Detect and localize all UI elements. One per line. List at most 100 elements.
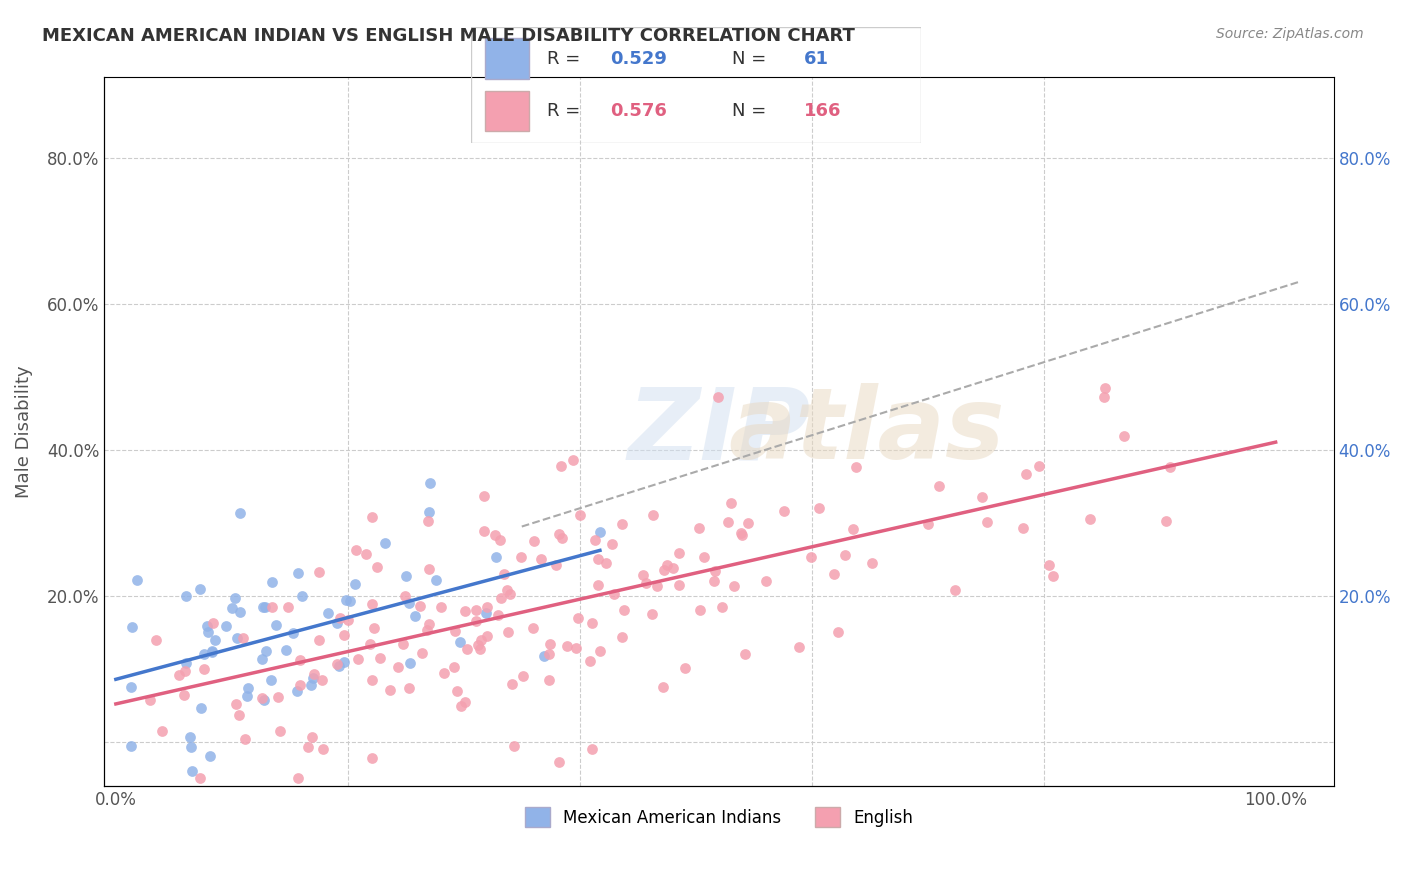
Point bbox=[970, 490, 993, 504]
Point bbox=[228, 708, 250, 723]
Point bbox=[477, 599, 499, 614]
Point bbox=[731, 528, 754, 542]
Point bbox=[399, 656, 422, 670]
Point bbox=[533, 649, 555, 664]
Point bbox=[544, 558, 567, 572]
Point bbox=[290, 678, 312, 692]
Point bbox=[845, 459, 868, 474]
Point bbox=[583, 533, 606, 547]
Point bbox=[361, 751, 384, 765]
FancyBboxPatch shape bbox=[485, 38, 530, 79]
Point bbox=[723, 579, 745, 593]
Point bbox=[332, 656, 354, 670]
Point bbox=[250, 652, 273, 666]
Point bbox=[654, 563, 676, 577]
Point bbox=[430, 599, 453, 614]
Point bbox=[586, 552, 609, 566]
Point bbox=[494, 567, 516, 582]
Point bbox=[214, 619, 236, 633]
Point bbox=[567, 611, 589, 625]
Point bbox=[301, 730, 323, 744]
Point bbox=[636, 576, 658, 591]
Text: N =: N = bbox=[733, 50, 772, 68]
Point bbox=[174, 656, 197, 670]
Text: R =: R = bbox=[547, 50, 586, 68]
Point bbox=[841, 522, 863, 536]
Point bbox=[538, 637, 561, 651]
Point bbox=[193, 647, 215, 661]
Point bbox=[689, 603, 711, 617]
Point bbox=[491, 591, 513, 605]
Point bbox=[363, 621, 385, 635]
Point bbox=[772, 504, 794, 518]
Point bbox=[641, 508, 664, 522]
Point bbox=[236, 689, 259, 703]
Point bbox=[465, 603, 488, 617]
Text: 0.576: 0.576 bbox=[610, 103, 668, 120]
Point bbox=[470, 632, 492, 647]
Point bbox=[472, 524, 495, 538]
Point bbox=[228, 506, 250, 520]
Text: Source: ZipAtlas.com: Source: ZipAtlas.com bbox=[1216, 27, 1364, 41]
Point bbox=[152, 724, 174, 739]
Point bbox=[366, 559, 388, 574]
Point bbox=[703, 564, 725, 578]
Point bbox=[188, 772, 211, 786]
Point bbox=[477, 629, 499, 643]
Point bbox=[378, 682, 401, 697]
Point bbox=[264, 618, 287, 632]
Point bbox=[311, 673, 333, 687]
Point bbox=[416, 623, 439, 637]
Point bbox=[233, 731, 256, 746]
Point bbox=[673, 661, 696, 675]
Point bbox=[269, 723, 291, 738]
Point bbox=[302, 666, 325, 681]
Point bbox=[198, 749, 221, 764]
Point bbox=[180, 739, 202, 754]
Text: R =: R = bbox=[547, 103, 586, 120]
Point bbox=[787, 640, 810, 654]
Point bbox=[277, 599, 299, 614]
Point bbox=[188, 582, 211, 596]
Point bbox=[976, 515, 998, 529]
Point bbox=[610, 630, 633, 644]
Point bbox=[221, 601, 243, 615]
Point bbox=[329, 611, 352, 625]
Point bbox=[425, 574, 447, 588]
Point bbox=[173, 688, 195, 702]
FancyBboxPatch shape bbox=[485, 91, 530, 131]
Point bbox=[467, 639, 489, 653]
Point bbox=[368, 650, 391, 665]
Point bbox=[418, 562, 440, 576]
Point bbox=[928, 479, 950, 493]
Point bbox=[734, 647, 756, 661]
Point bbox=[346, 652, 368, 666]
Point bbox=[308, 632, 330, 647]
Point bbox=[326, 657, 349, 672]
Point bbox=[446, 684, 468, 698]
Point bbox=[501, 677, 523, 691]
Point bbox=[662, 561, 685, 575]
Point bbox=[1159, 460, 1181, 475]
Point bbox=[444, 624, 467, 638]
Point bbox=[641, 607, 664, 621]
Point bbox=[337, 613, 360, 627]
Point bbox=[252, 599, 274, 614]
Point bbox=[453, 604, 475, 618]
Point bbox=[600, 537, 623, 551]
Point bbox=[354, 547, 377, 561]
Point bbox=[418, 514, 440, 528]
Point bbox=[232, 632, 254, 646]
Point bbox=[419, 476, 441, 491]
Legend: Mexican American Indians, English: Mexican American Indians, English bbox=[519, 800, 920, 834]
Point bbox=[454, 695, 477, 709]
Point bbox=[486, 607, 509, 622]
Point bbox=[1011, 521, 1033, 535]
Point bbox=[201, 615, 224, 630]
Text: 166: 166 bbox=[804, 103, 841, 120]
Point bbox=[190, 701, 212, 715]
Point bbox=[253, 693, 276, 707]
Point bbox=[374, 535, 396, 549]
Point bbox=[254, 599, 277, 614]
Point bbox=[484, 528, 506, 542]
